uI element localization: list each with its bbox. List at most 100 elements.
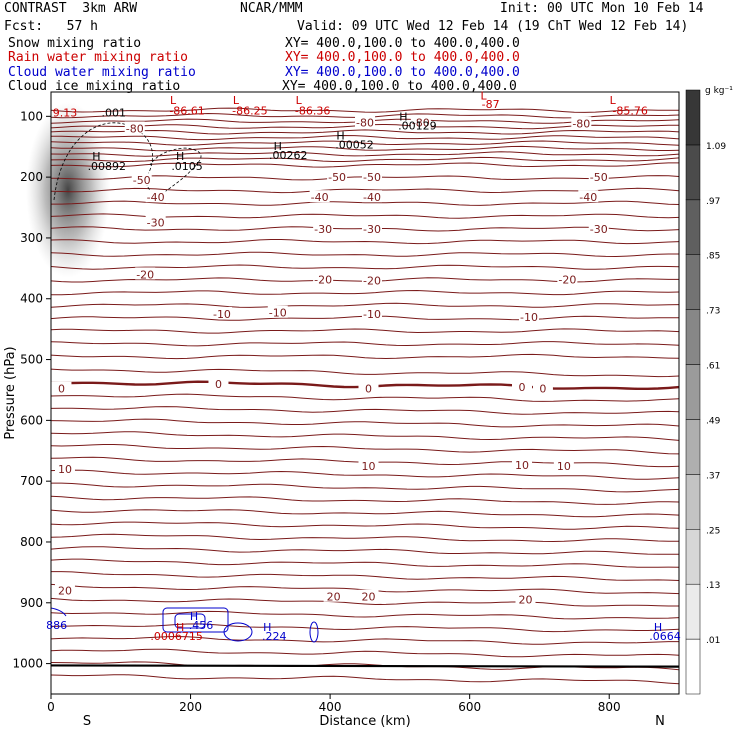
temperature-label: 10 xyxy=(58,463,72,476)
y-tick-label: 300 xyxy=(20,231,43,245)
temperature-label: -10 xyxy=(269,307,287,320)
x-tick-label: 600 xyxy=(458,700,481,714)
cloud-water-contour xyxy=(309,621,319,643)
field-xy-cloud-water: XY= 400.0,100.0 to 400.0,400.0 xyxy=(285,65,520,80)
temperature-label: 20 xyxy=(58,585,72,598)
temperature-contour-line xyxy=(50,469,680,480)
field-label-cloud-ice: Cloud ice mixing ratio xyxy=(8,79,181,94)
x-axis: 0 200 400 600 800 xyxy=(47,694,621,714)
temperature-contour-line xyxy=(50,353,680,360)
extrema-label: -85.76 xyxy=(612,104,647,117)
temperature-label: 0 xyxy=(58,383,65,396)
extrema-label: H xyxy=(92,150,100,163)
colorbar-level-label: .13 xyxy=(706,581,720,591)
y-tick-label: 700 xyxy=(20,474,43,488)
contour-label-bg xyxy=(313,221,334,234)
colorbar: .01 .13 .25 .37 .49 .61 .73 .85 .97 1.09 xyxy=(685,89,726,695)
temperature-contour-line xyxy=(50,368,680,378)
colorbar-level-label: .61 xyxy=(706,362,720,372)
temperature-contour-line xyxy=(50,302,680,308)
cloud-water-contour xyxy=(50,607,67,617)
colorbar-level-label: .73 xyxy=(706,307,720,317)
temperature-label: -50 xyxy=(590,171,608,184)
colorbar-level-label: .37 xyxy=(706,471,720,481)
contour-label-bg xyxy=(54,583,75,596)
temperature-contour-line xyxy=(50,546,679,555)
contour-label-bg xyxy=(571,116,592,129)
temperature-contour-line xyxy=(50,406,680,415)
contour-label-bg xyxy=(361,306,382,319)
temperature-contour-line xyxy=(51,134,680,141)
colorbar-level-label: .49 xyxy=(706,416,721,426)
y-tick-label: 100 xyxy=(20,109,43,123)
contour-label-bg xyxy=(361,221,382,234)
extrema-label: .00262 xyxy=(269,149,308,162)
y-axis-title: Pressure (hPa) xyxy=(3,346,18,439)
temperature-label: -20 xyxy=(558,273,576,286)
y-axis: 100 200 300 400 500 600 700 800 900 1000 xyxy=(12,109,51,671)
extrema-label: .456 xyxy=(189,619,214,632)
field-xy-snow: XY= 400.0,100.0 to 400.0,400.0 xyxy=(285,36,520,51)
contour-label-bg xyxy=(208,376,229,389)
temperature-contour-line xyxy=(50,156,680,163)
temperature-contour-line xyxy=(50,558,680,568)
colorbar-level-label: .25 xyxy=(706,526,720,536)
contour-label-bg xyxy=(518,309,539,322)
y-tick-label: 900 xyxy=(20,596,43,610)
cloud-water-contour xyxy=(223,622,253,642)
extrema-label: .001 xyxy=(102,106,127,119)
colorbar-swatch xyxy=(685,474,701,530)
temperature-contour-line xyxy=(51,482,680,493)
extrema-label: H xyxy=(190,610,198,623)
contour-label-bg xyxy=(588,170,609,183)
contour-label-bg xyxy=(358,381,379,394)
colorbar-level-label: .85 xyxy=(706,252,720,262)
contour-label-bg xyxy=(145,190,166,203)
cloud-water-contours xyxy=(50,607,319,643)
extrema-label: .00129 xyxy=(398,120,437,133)
colorbar-swatch xyxy=(685,419,701,475)
field-xy-cloud-ice: XY= 400.0,100.0 to 400.0,400.0 xyxy=(282,79,517,94)
x-axis-title: Distance (km) xyxy=(319,714,410,729)
contour-label-bg xyxy=(211,306,232,319)
field-label-snow: Snow mixing ratio xyxy=(8,36,142,51)
temperature-label: -50 xyxy=(363,171,381,184)
extrema-label: L xyxy=(233,94,240,107)
cloud-water-contour xyxy=(162,607,229,633)
temperature-contour-line xyxy=(50,162,679,168)
temperature-contours xyxy=(50,107,680,685)
field-label-cloud-water: Cloud water mixing ratio xyxy=(8,65,196,80)
temperature-label: 10 xyxy=(515,459,529,472)
extrema-label: .00052 xyxy=(335,139,374,152)
contour-labels: -80 -80 -80 -80 -50 -50 -50 -50 -40 -40 -40 -40 -30 -… xyxy=(46,89,681,643)
temperature-label: -80 xyxy=(356,116,374,129)
temperature-label: 10 xyxy=(361,460,375,473)
contour-label-bg xyxy=(532,381,553,394)
temperature-contour-line xyxy=(50,145,680,152)
temperature-label: -80 xyxy=(572,118,590,131)
temperature-label: 20 xyxy=(518,594,532,607)
forecast-hour: Fcst: 57 h xyxy=(4,19,98,34)
temperature-label: -20 xyxy=(363,275,381,288)
temperature-contour-line xyxy=(50,431,680,441)
colorbar-swatch xyxy=(685,144,701,201)
temperature-contour-line xyxy=(50,533,679,543)
temperature-label: 0 xyxy=(539,383,546,396)
contour-label-bg xyxy=(361,170,382,183)
temperature-label: -10 xyxy=(363,308,381,321)
plot-frame xyxy=(50,91,680,695)
y-tick-label: 200 xyxy=(20,170,43,184)
temperature-label: 20 xyxy=(361,591,375,604)
contour-label-bg xyxy=(588,221,609,234)
temperature-contour-line xyxy=(50,597,679,607)
temperature-contour-line xyxy=(50,495,680,505)
temperature-contour-line xyxy=(50,418,680,428)
contour-label-bg xyxy=(267,305,288,318)
temperature-label: 10 xyxy=(557,460,571,473)
contour-label-bg xyxy=(553,458,574,471)
temperature-contour-line xyxy=(50,648,680,658)
extrema-label: H xyxy=(654,621,662,634)
temperature-label: -30 xyxy=(147,217,165,230)
temperature-label: -40 xyxy=(579,191,597,204)
temperature-contour-line xyxy=(50,107,679,113)
